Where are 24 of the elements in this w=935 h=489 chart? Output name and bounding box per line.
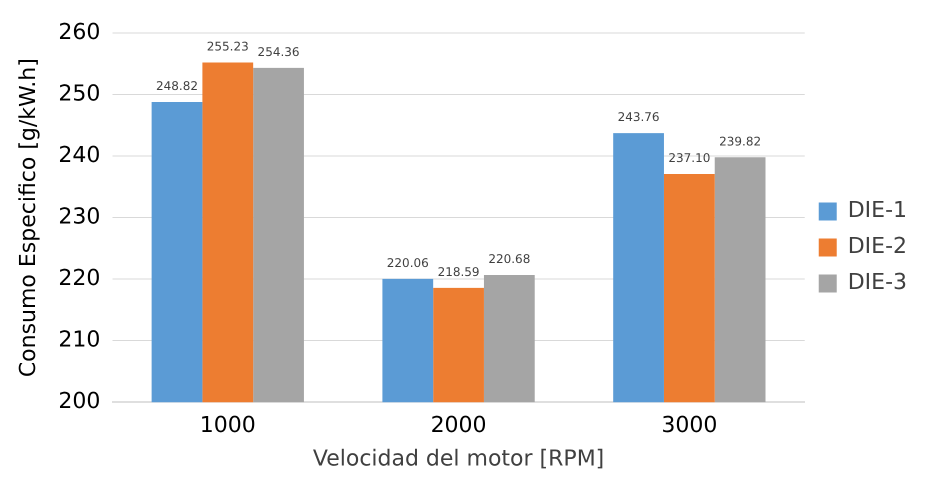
- legend-label: DIE-2: [848, 234, 907, 260]
- y-tick-label: 260: [58, 20, 100, 45]
- data-label: 218.59: [438, 264, 480, 279]
- x-tick-label: 2000: [430, 413, 487, 438]
- y-tick-label: 220: [58, 266, 100, 291]
- data-label: 255.23: [206, 40, 249, 54]
- y-tick-label: 200: [58, 388, 100, 414]
- x-tick-label: 1000: [200, 413, 256, 438]
- legend-label: DIE-3: [848, 270, 907, 296]
- data-label: 220.68: [488, 252, 530, 266]
- data-label: 237.10: [668, 151, 710, 166]
- y-tick-label: 240: [58, 142, 100, 168]
- y-tick-label: 210: [58, 327, 100, 352]
- data-label: 248.82: [156, 79, 198, 94]
- y-tick-label: 250: [58, 81, 100, 106]
- data-label: 220.06: [386, 256, 429, 270]
- x-axis-title: Velocidad del motor [RPM]: [312, 446, 604, 472]
- x-tick-label: 3000: [661, 413, 718, 438]
- data-label: 243.76: [618, 110, 660, 124]
- legend-label: DIE-1: [848, 198, 907, 224]
- data-label: 254.36: [258, 45, 300, 60]
- y-axis-title: Consumo Especifico [g/kW.h]: [16, 58, 41, 378]
- data-label: 239.82: [719, 134, 762, 148]
- y-tick-label: 230: [58, 204, 100, 230]
